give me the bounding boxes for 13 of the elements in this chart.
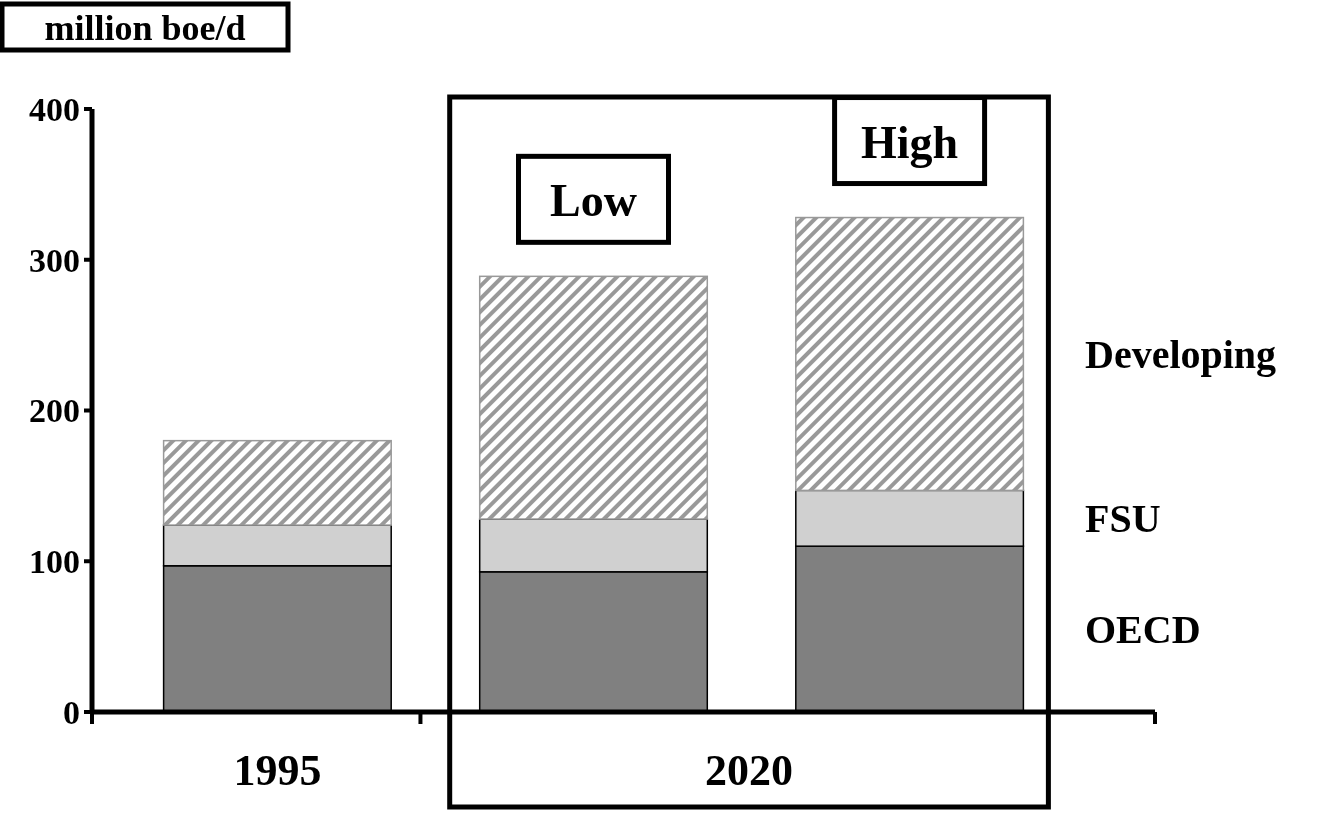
y-tick-label: 100 bbox=[29, 543, 80, 581]
text: 2020 bbox=[705, 746, 794, 795]
x-tick-label: High bbox=[861, 116, 959, 168]
y-tick-label: 300 bbox=[29, 241, 80, 279]
y-tick-label: 0 bbox=[63, 693, 80, 731]
series-label: Developing bbox=[1085, 331, 1277, 377]
y-tick-label: 400 bbox=[29, 90, 80, 128]
x-tick-label: 1995 bbox=[233, 746, 322, 795]
y-axis-title: million boe/d bbox=[44, 8, 246, 48]
x-tick-label: Low bbox=[550, 175, 637, 227]
series-label: OECD bbox=[1085, 607, 1201, 653]
y-tick-label: 200 bbox=[29, 392, 80, 430]
series-label: FSU bbox=[1085, 496, 1161, 542]
